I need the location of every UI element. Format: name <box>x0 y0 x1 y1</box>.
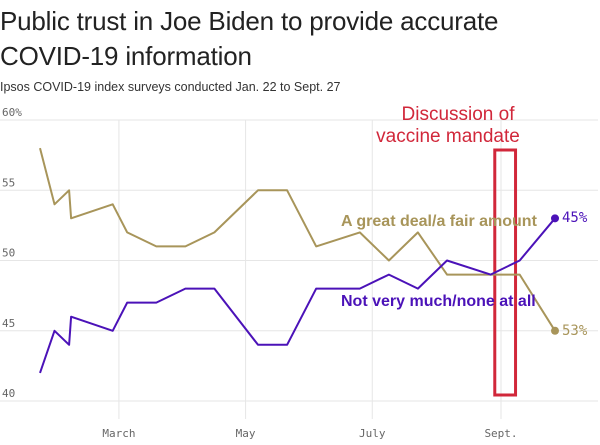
y-axis-ticks: 40 45 50 55 60% <box>2 106 22 400</box>
y-tick-label: 45 <box>2 317 15 330</box>
x-tick-label: March <box>102 427 135 440</box>
y-tick-label: 60% <box>2 106 22 119</box>
end-label-45: 53% <box>562 323 588 339</box>
series-label-not-very-much: Not very much/none at all <box>341 293 536 310</box>
y-tick-label: 55 <box>2 176 15 189</box>
gridlines <box>0 119 598 419</box>
x-tick-label: July <box>359 427 386 440</box>
annotation-text-line2: vaccine mandate <box>376 126 520 147</box>
series-line-not-very-much <box>39 217 556 374</box>
annotation-box <box>493 148 518 397</box>
annotation-text-line1: Discussion of <box>402 104 516 125</box>
x-tick-label: Sept. <box>484 427 517 440</box>
series-labels: A great deal/a fair amount Not very much… <box>341 210 588 339</box>
series-line-not-very-much-end-marker <box>551 214 559 223</box>
chart-title: Public trust in Joe Biden to provide acc… <box>0 6 499 71</box>
end-label-53: 45% <box>562 210 588 226</box>
vaccine-mandate-annotation: Discussion of vaccine mandate <box>376 104 520 397</box>
y-tick-label: 50 <box>2 247 15 260</box>
y-tick-label: 40 <box>2 387 15 400</box>
x-tick-label: May <box>236 427 256 440</box>
series-line-great-deal-end-marker <box>551 326 559 335</box>
x-axis-ticks: March May July Sept. <box>102 427 517 440</box>
chart-subtitle: Ipsos COVID-19 index surveys conducted J… <box>0 80 341 94</box>
series-lines <box>39 147 559 374</box>
series-line-great-deal <box>39 147 556 332</box>
series-label-great-deal: A great deal/a fair amount <box>341 213 538 230</box>
